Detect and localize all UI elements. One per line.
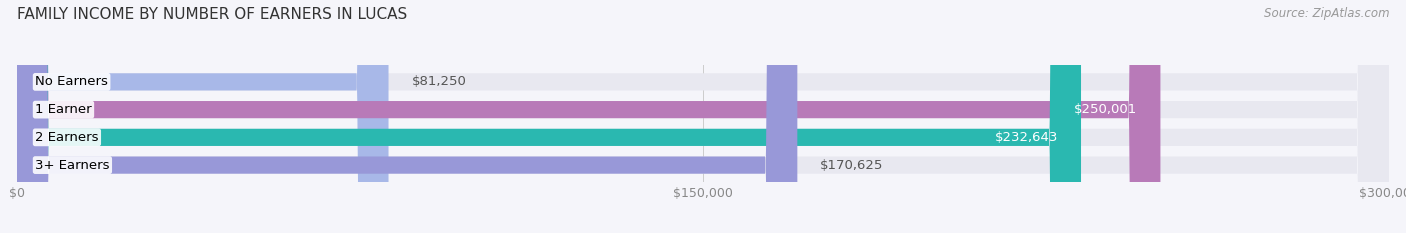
Text: 3+ Earners: 3+ Earners [35,159,110,171]
Text: $250,001: $250,001 [1074,103,1137,116]
Text: Source: ZipAtlas.com: Source: ZipAtlas.com [1264,7,1389,20]
FancyBboxPatch shape [17,0,1389,233]
Text: FAMILY INCOME BY NUMBER OF EARNERS IN LUCAS: FAMILY INCOME BY NUMBER OF EARNERS IN LU… [17,7,408,22]
Text: $170,625: $170,625 [820,159,883,171]
Text: 1 Earner: 1 Earner [35,103,91,116]
FancyBboxPatch shape [17,0,1160,233]
Text: 2 Earners: 2 Earners [35,131,98,144]
FancyBboxPatch shape [17,0,1389,233]
FancyBboxPatch shape [17,0,1081,233]
Text: $232,643: $232,643 [995,131,1059,144]
FancyBboxPatch shape [17,0,388,233]
Text: $81,250: $81,250 [412,75,467,88]
Text: No Earners: No Earners [35,75,108,88]
FancyBboxPatch shape [17,0,797,233]
FancyBboxPatch shape [17,0,1389,233]
FancyBboxPatch shape [17,0,1389,233]
